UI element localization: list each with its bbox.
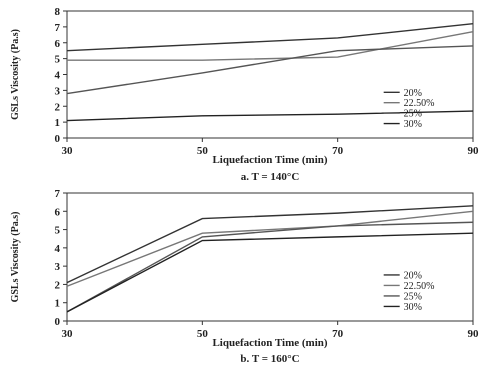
legend-label: 20% — [404, 270, 422, 281]
y-tick-label: 6 — [55, 38, 61, 50]
x-tick-label: 50 — [197, 145, 209, 157]
x-axis-label: Liquefaction Time (min) — [212, 337, 327, 349]
series-line-1 — [66, 205, 474, 284]
legend-label: 22.50% — [404, 281, 435, 292]
y-tick-label: 7 — [55, 188, 61, 200]
y-tick-label: 1 — [55, 117, 61, 129]
x-tick-label: 50 — [197, 328, 209, 340]
y-axis-label: GSLs Viscosity (Pa.s) — [10, 212, 21, 303]
x-tick-label: 30 — [62, 145, 74, 157]
y-axis-label: GSLs Viscosity (Pa.s) — [10, 29, 21, 120]
series-line-1 — [66, 23, 474, 52]
y-tick-label: 0 — [55, 316, 61, 328]
plot-frame — [66, 192, 474, 322]
series-line-3 — [66, 45, 474, 95]
y-tick-label: 0 — [55, 133, 61, 145]
series-line-2 — [67, 30, 474, 61]
y-tick-label: 2 — [55, 101, 61, 113]
x-tick-label: 30 — [62, 328, 74, 340]
legend-label: 30% — [404, 119, 422, 130]
legend-label: 20% — [404, 88, 422, 99]
chart-panel-2: 0 1 2 3 4 5 6 7 30 50 70 90 Liquefaction Time (min) G… — [10, 188, 479, 365]
y-tick-label: 4 — [55, 243, 61, 255]
y-tick-label: 2 — [55, 279, 61, 291]
chart-panel-1: 0 1 2 3 4 5 6 7 8 30 50 70 90 Liquefaction Time (min)… — [10, 6, 479, 183]
x-tick-label: 90 — [468, 328, 480, 340]
legend-label: 25% — [404, 109, 422, 120]
y-tick-label: 8 — [55, 6, 61, 18]
y-tick-label: 1 — [55, 298, 61, 310]
x-tick-label: 70 — [332, 328, 344, 340]
legend-label: 22.50% — [404, 98, 435, 109]
chart-caption: a. T = 140°C — [241, 171, 300, 183]
y-tick-label: 7 — [55, 22, 61, 34]
y-tick-label: 5 — [55, 54, 61, 66]
chart-caption: b. T = 160°C — [240, 353, 299, 365]
series-line-4 — [66, 232, 474, 313]
series-line-4 — [66, 110, 474, 122]
x-tick-label: 70 — [332, 145, 344, 157]
y-tick-label: 5 — [55, 225, 61, 237]
legend-label: 25% — [404, 291, 422, 302]
series-line-2 — [66, 210, 474, 287]
series-line-3 — [66, 221, 474, 313]
y-tick-label: 6 — [55, 206, 61, 218]
y-tick-label: 3 — [55, 85, 61, 97]
x-tick-label: 90 — [468, 145, 480, 157]
y-tick-label: 4 — [55, 70, 61, 82]
legend-label: 30% — [404, 302, 422, 313]
x-axis-label: Liquefaction Time (min) — [212, 154, 327, 166]
y-tick-label: 3 — [55, 261, 61, 273]
